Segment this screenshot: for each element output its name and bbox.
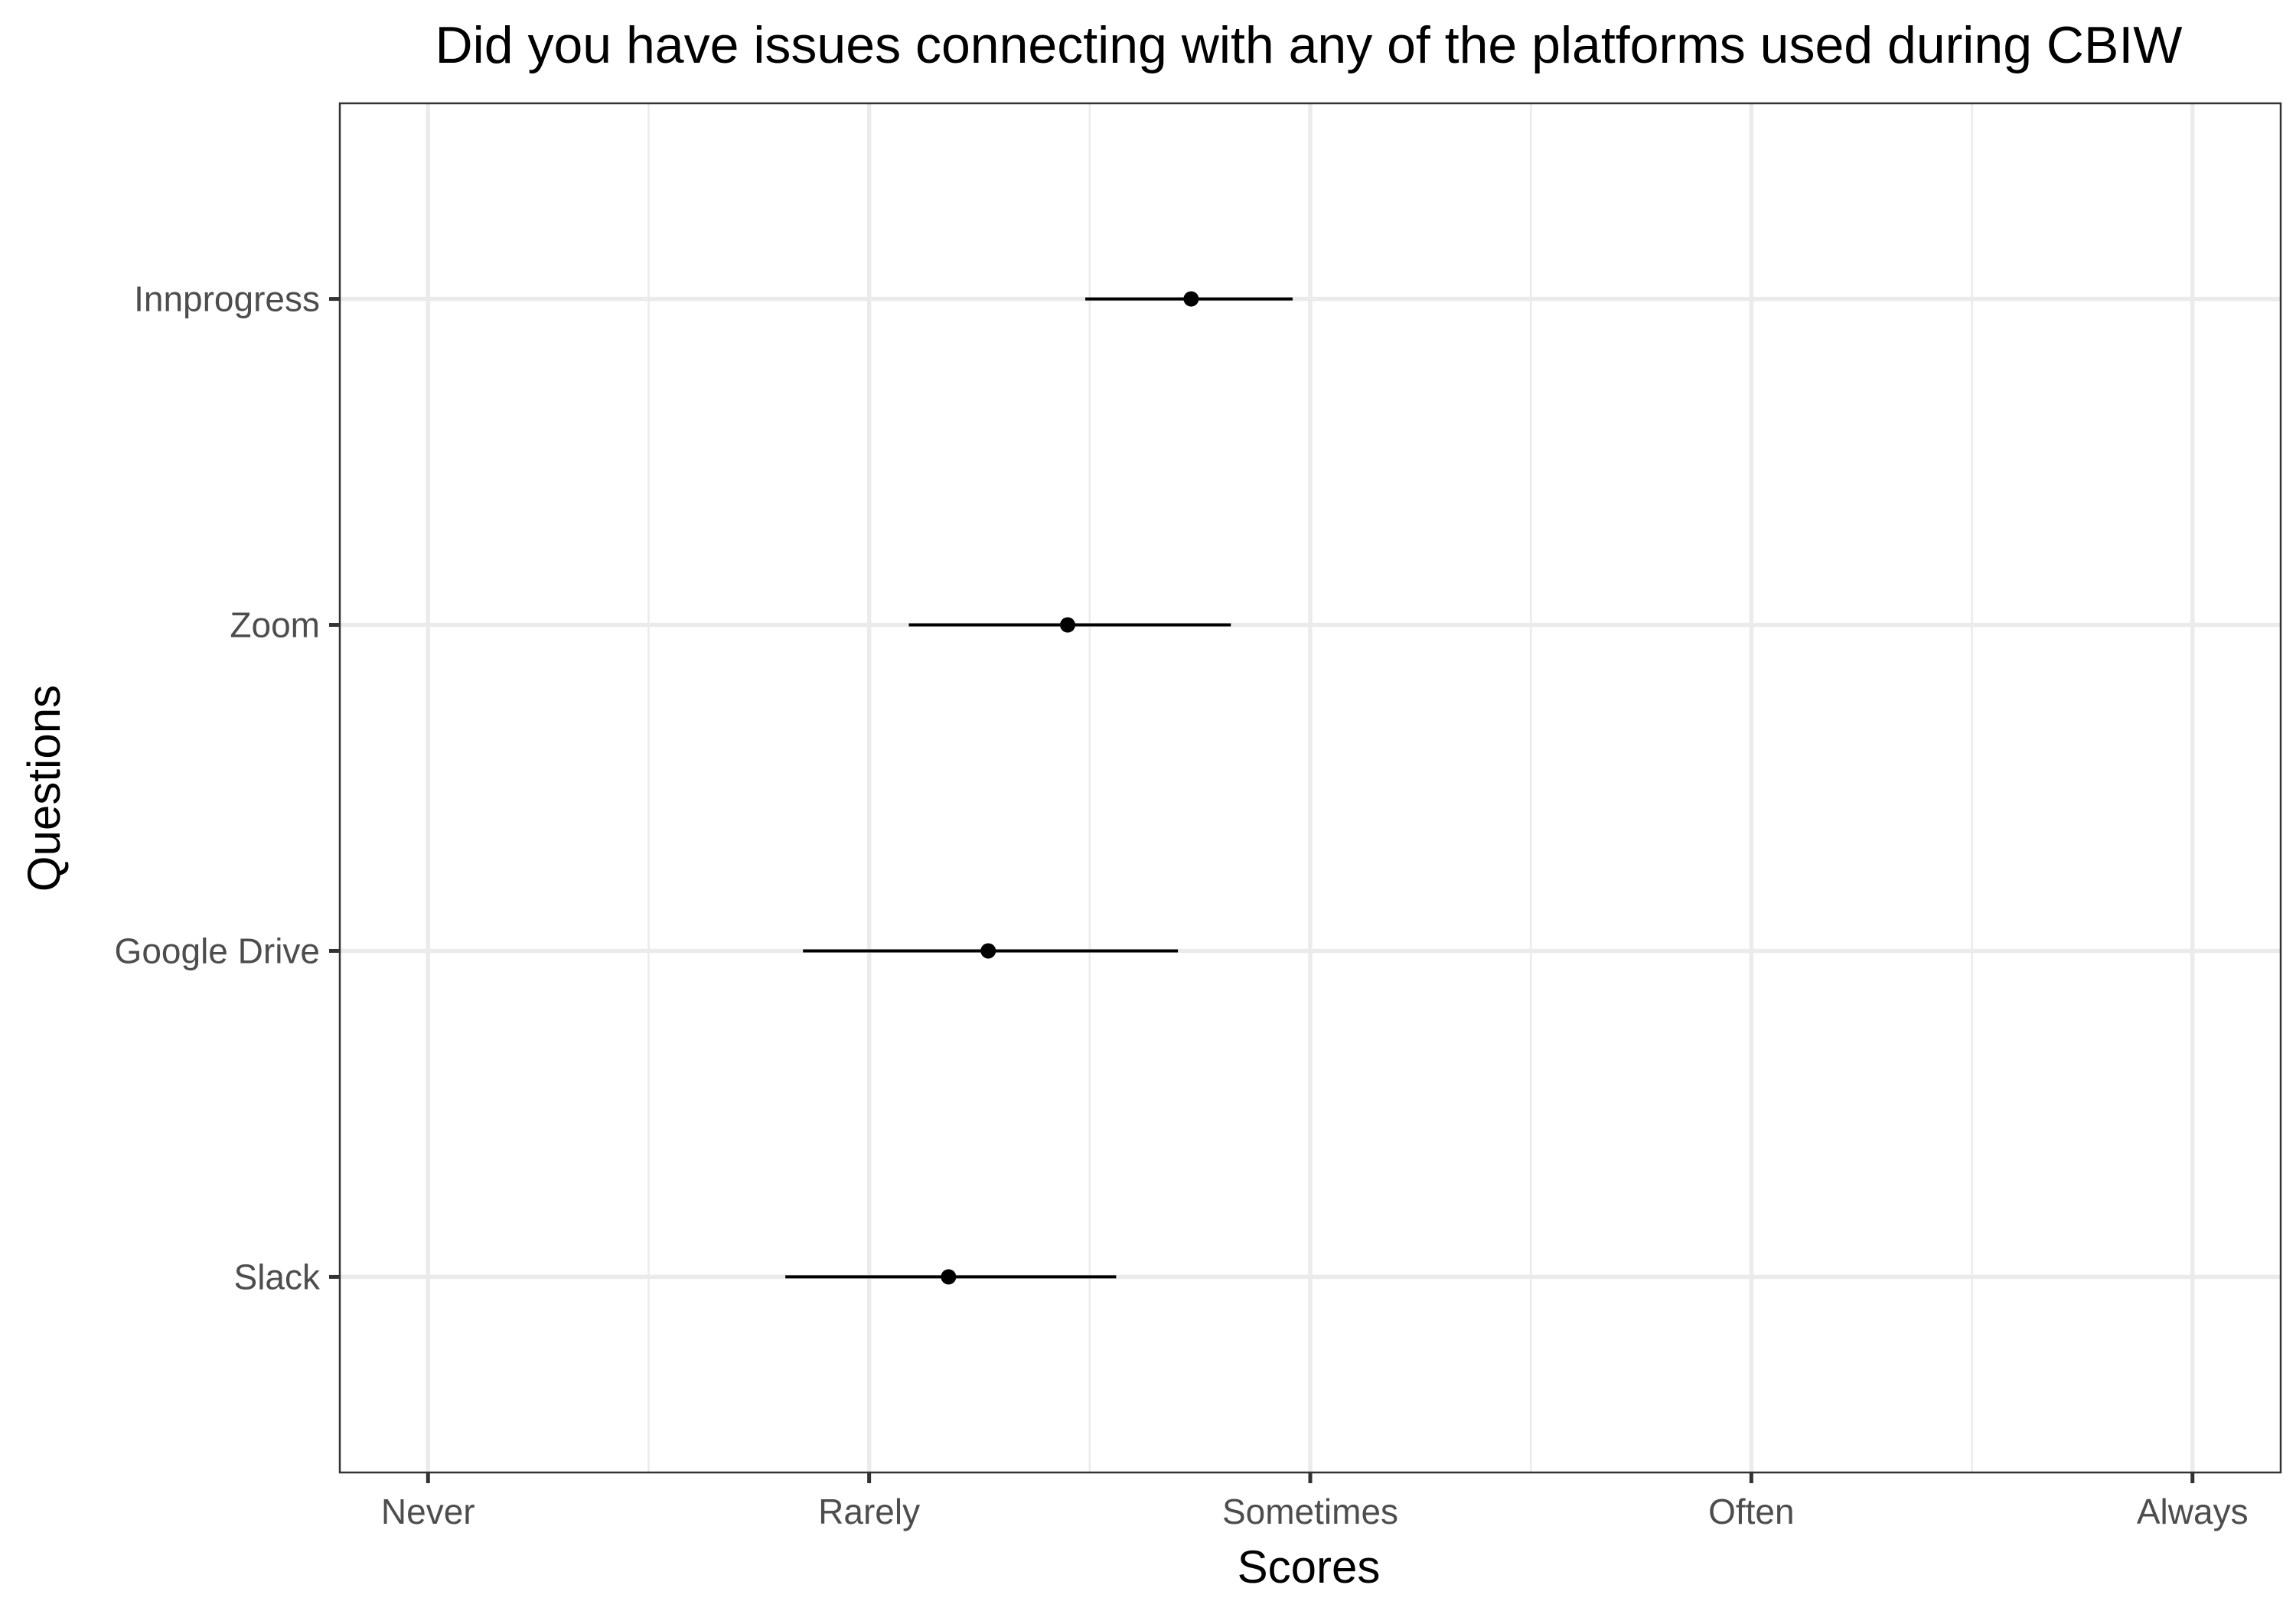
x-tick-label: Never <box>381 1492 475 1531</box>
y-tick-label: Slack <box>234 1257 321 1296</box>
axes: Never Rarely Sometimes Often Always Slack Goog… <box>115 279 2249 1531</box>
x-axis-title: Scores <box>1238 1541 1381 1593</box>
x-tick-label: Always <box>2137 1492 2249 1531</box>
point-zoom <box>1060 617 1075 633</box>
x-tick-label: Rarely <box>818 1492 920 1531</box>
x-tick-label: Sometimes <box>1222 1492 1398 1531</box>
point-innprogress <box>1183 291 1199 307</box>
y-tick-label: Innprogress <box>134 279 320 319</box>
point-slack <box>941 1269 957 1285</box>
y-tick-label: Google Drive <box>115 931 320 970</box>
point-google-drive <box>980 943 996 959</box>
grid <box>340 103 2281 1472</box>
plot-marks <box>785 291 1293 1285</box>
y-tick-label: Zoom <box>230 605 320 645</box>
y-axis-title: Questions <box>18 685 70 892</box>
x-tick-label: Often <box>1708 1492 1795 1531</box>
chart-title: Did you have issues connecting with any … <box>435 16 2183 74</box>
